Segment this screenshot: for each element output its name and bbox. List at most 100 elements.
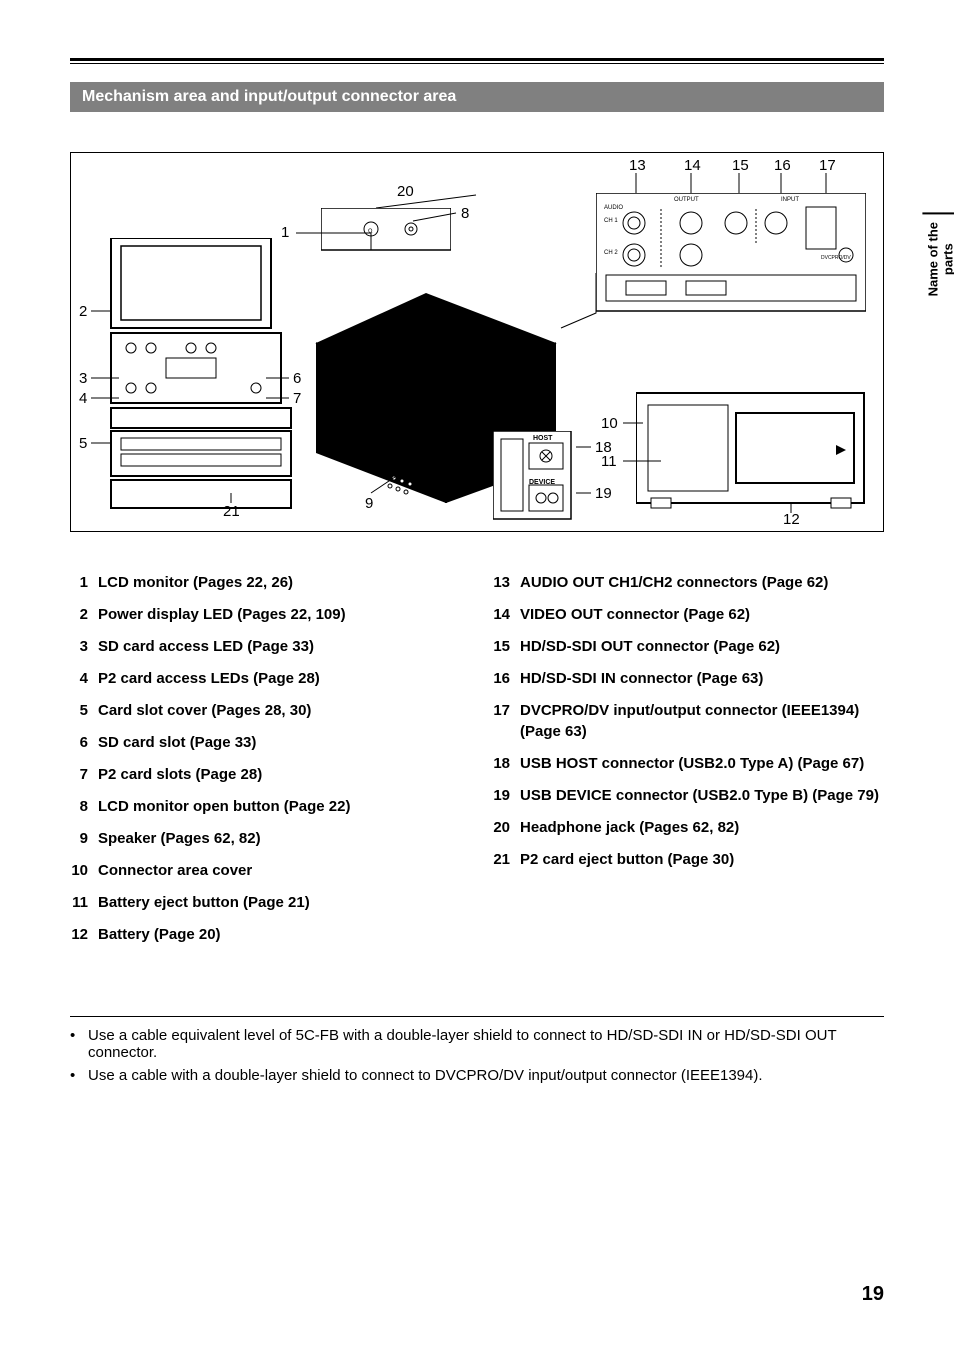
parts-list-item: 8LCD monitor open button (Page 22) [70,796,462,817]
parts-list-number: 9 [70,828,98,849]
parts-list-item: 16HD/SD-SDI IN connector (Page 63) [492,668,884,689]
parts-list-number: 3 [70,636,98,657]
leader-lines [71,153,885,533]
parts-list-text: USB HOST connector (USB2.0 Type A) (Page… [520,753,884,774]
parts-list-number: 8 [70,796,98,817]
parts-list-text: P2 card slots (Page 28) [98,764,462,785]
footnote-item: •Use a cable equivalent level of 5C-FB w… [70,1027,884,1061]
side-tab-label: Name of theparts [922,212,954,304]
parts-list-text: LCD monitor (Pages 22, 26) [98,572,462,593]
parts-list-number: 5 [70,700,98,721]
parts-list-text: SD card slot (Page 33) [98,732,462,753]
top-rule-thin [70,63,884,64]
callout-15: 15 [732,157,749,174]
callout-20: 20 [397,183,414,200]
parts-list-text: USB DEVICE connector (USB2.0 Type B) (Pa… [520,785,884,806]
parts-list-number: 19 [492,785,520,806]
parts-list-left: 1LCD monitor (Pages 22, 26)2Power displa… [70,572,462,956]
parts-list-item: 9Speaker (Pages 62, 82) [70,828,462,849]
parts-list-item: 11Battery eject button (Page 21) [70,892,462,913]
footnote-item: •Use a cable with a double-layer shield … [70,1067,884,1084]
parts-list-text: HD/SD-SDI IN connector (Page 63) [520,668,884,689]
parts-list-item: 3SD card access LED (Page 33) [70,636,462,657]
parts-list-text: AUDIO OUT CH1/CH2 connectors (Page 62) [520,572,884,593]
footnotes-block: •Use a cable equivalent level of 5C-FB w… [70,1016,884,1084]
parts-list-item: 19USB DEVICE connector (USB2.0 Type B) (… [492,785,884,806]
callout-18: 18 [595,439,612,456]
parts-list-number: 11 [70,892,98,913]
parts-list-right: 13AUDIO OUT CH1/CH2 connectors (Page 62)… [492,572,884,956]
parts-list-number: 20 [492,817,520,838]
callout-13: 13 [629,157,646,174]
top-rule-thick [70,58,884,61]
parts-list-item: 17DVCPRO/DV input/output connector (IEEE… [492,700,884,742]
callout-21: 21 [223,503,240,520]
parts-list-number: 14 [492,604,520,625]
parts-list-item: 4P2 card access LEDs (Page 28) [70,668,462,689]
parts-list-item: 7P2 card slots (Page 28) [70,764,462,785]
parts-list-number: 21 [492,849,520,870]
parts-list-item: 10Connector area cover [70,860,462,881]
parts-list-text: LCD monitor open button (Page 22) [98,796,462,817]
parts-list-item: 21P2 card eject button (Page 30) [492,849,884,870]
parts-list-text: HD/SD-SDI OUT connector (Page 62) [520,636,884,657]
callout-4: 4 [79,390,87,407]
callout-5: 5 [79,435,87,452]
page-number: 19 [862,1283,884,1306]
callout-3: 3 [79,370,87,387]
parts-list-number: 2 [70,604,98,625]
parts-list-columns: 1LCD monitor (Pages 22, 26)2Power displa… [70,572,884,956]
parts-list-number: 1 [70,572,98,593]
parts-list-text: VIDEO OUT connector (Page 62) [520,604,884,625]
callout-2: 2 [79,303,87,320]
footnote-text: Use a cable equivalent level of 5C-FB wi… [88,1027,884,1061]
bullet-icon: • [70,1067,88,1084]
callout-9: 9 [365,495,373,512]
parts-diagram: Ω HOST DEVICE OUTP [70,152,884,532]
callout-14: 14 [684,157,701,174]
manual-page: Mechanism area and input/output connecto… [0,0,954,1354]
parts-list-number: 7 [70,764,98,785]
callout-6: 6 [293,370,301,387]
parts-list-text: Headphone jack (Pages 62, 82) [520,817,884,838]
parts-list-number: 10 [70,860,98,881]
parts-list-number: 15 [492,636,520,657]
parts-list-text: DVCPRO/DV input/output connector (IEEE13… [520,700,884,742]
callout-12: 12 [783,511,800,528]
callout-17: 17 [819,157,836,174]
parts-list-text: Battery (Page 20) [98,924,462,945]
parts-list-number: 16 [492,668,520,689]
callout-1: 1 [281,224,289,241]
parts-list-item: 1LCD monitor (Pages 22, 26) [70,572,462,593]
footnote-text: Use a cable with a double-layer shield t… [88,1067,884,1084]
parts-list-text: Connector area cover [98,860,462,881]
bullet-icon: • [70,1027,88,1061]
parts-list-number: 18 [492,753,520,774]
parts-list-number: 13 [492,572,520,593]
parts-list-item: 14VIDEO OUT connector (Page 62) [492,604,884,625]
parts-list-item: 6SD card slot (Page 33) [70,732,462,753]
parts-list-text: Power display LED (Pages 22, 109) [98,604,462,625]
parts-list-text: Battery eject button (Page 21) [98,892,462,913]
parts-list-text: Card slot cover (Pages 28, 30) [98,700,462,721]
callout-7: 7 [293,390,301,407]
parts-list-number: 4 [70,668,98,689]
parts-list-text: SD card access LED (Page 33) [98,636,462,657]
parts-list-item: 5Card slot cover (Pages 28, 30) [70,700,462,721]
callout-10: 10 [601,415,618,432]
callout-8: 8 [461,205,469,222]
parts-list-text: P2 card eject button (Page 30) [520,849,884,870]
section-title-bar: Mechanism area and input/output connecto… [70,82,884,112]
parts-list-item: 20Headphone jack (Pages 62, 82) [492,817,884,838]
parts-list-item: 13AUDIO OUT CH1/CH2 connectors (Page 62) [492,572,884,593]
callout-16: 16 [774,157,791,174]
parts-list-text: P2 card access LEDs (Page 28) [98,668,462,689]
parts-list-number: 6 [70,732,98,753]
parts-list-item: 15HD/SD-SDI OUT connector (Page 62) [492,636,884,657]
parts-list-number: 12 [70,924,98,945]
parts-list-number: 17 [492,700,520,742]
callout-19: 19 [595,485,612,502]
parts-list-item: 2Power display LED (Pages 22, 109) [70,604,462,625]
parts-list-item: 18USB HOST connector (USB2.0 Type A) (Pa… [492,753,884,774]
parts-list-item: 12Battery (Page 20) [70,924,462,945]
